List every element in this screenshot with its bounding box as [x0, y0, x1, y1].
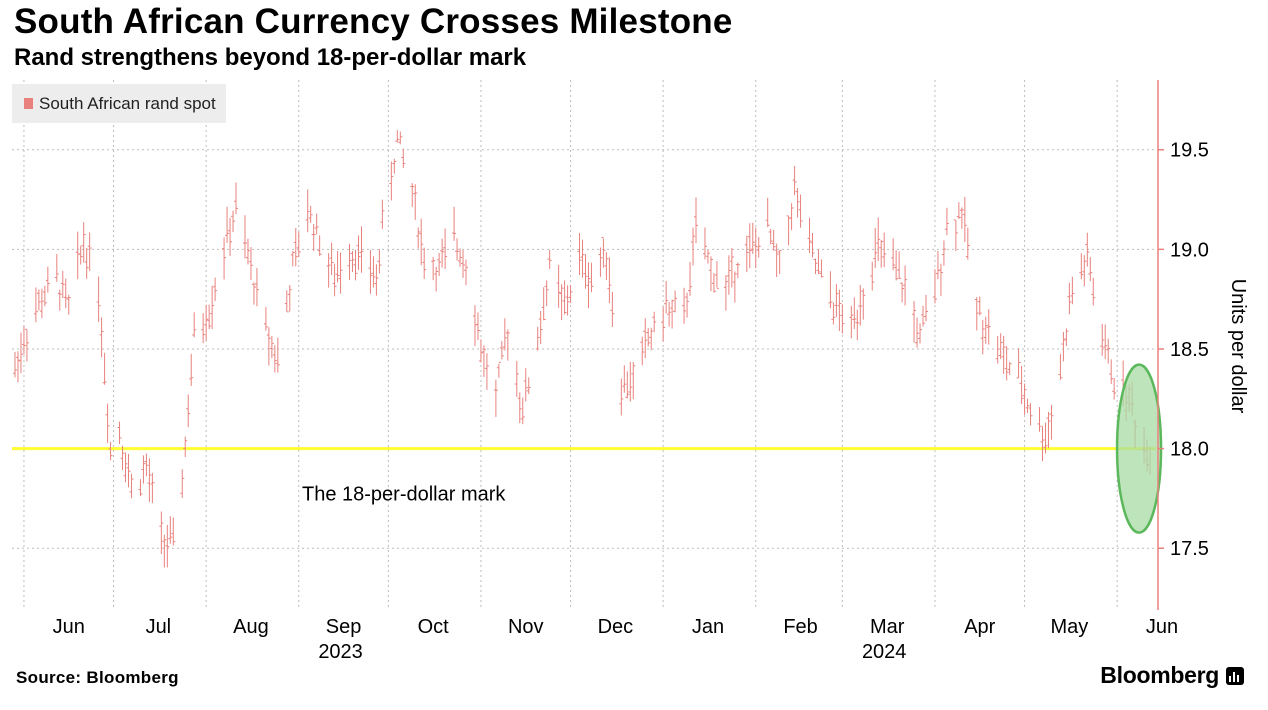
x-tick-label: Jun — [53, 616, 85, 638]
x-tick-label: Jun — [1146, 616, 1178, 638]
chart-subtitle: Rand strengthens beyond 18-per-dollar ma… — [14, 44, 527, 71]
legend-swatch — [24, 98, 33, 109]
legend: South African rand spot — [12, 84, 226, 123]
x-tick-label: Jul — [146, 616, 172, 638]
threshold-label: The 18-per-dollar mark — [302, 484, 506, 506]
highlight-ellipse — [1115, 363, 1163, 534]
x-year-label: 2023 — [318, 641, 363, 663]
brand-logo: Bloomberg — [1100, 662, 1244, 689]
brand-name: Bloomberg — [1100, 662, 1219, 688]
y-tick-label: 19.5 — [1170, 140, 1209, 162]
x-tick-label: Nov — [508, 616, 544, 638]
x-tick-label: Mar — [870, 616, 905, 638]
bloomberg-terminal-icon — [1226, 666, 1244, 685]
x-axis: Jun Jul Aug Sep Oct Nov Dec Jan Feb Mar Apr May Jun 2… — [53, 616, 1178, 663]
y-tick-label: 19.0 — [1170, 239, 1209, 261]
x-tick-label: Aug — [233, 616, 269, 638]
chart-title: South African Currency Crosses Milestone — [14, 2, 733, 41]
x-tick-label: Jan — [692, 616, 724, 638]
y-tick-label: 18.0 — [1170, 439, 1209, 461]
x-tick-label: Feb — [783, 616, 817, 638]
x-tick-label: Dec — [598, 616, 634, 638]
source-note: Source: Bloomberg — [16, 668, 179, 687]
legend-label: South African rand spot — [39, 93, 216, 113]
threshold-line-group: The 18-per-dollar mark — [12, 447, 1156, 506]
x-tick-label: Sep — [326, 616, 362, 638]
grid — [12, 80, 1156, 608]
x-tick-label: Apr — [964, 616, 995, 638]
series-south-african-rand-spot — [12, 129, 1151, 568]
x-tick-label: Oct — [418, 616, 450, 638]
y-axis: 17.5 18.0 18.5 19.0 19.5 — [1157, 80, 1209, 610]
y-axis-label: Units per dollar — [1227, 279, 1249, 414]
y-tick-label: 18.5 — [1170, 339, 1209, 361]
y-tick-label: 17.5 — [1170, 538, 1209, 560]
x-year-label: 2024 — [862, 641, 907, 663]
x-tick-label: May — [1050, 616, 1088, 638]
